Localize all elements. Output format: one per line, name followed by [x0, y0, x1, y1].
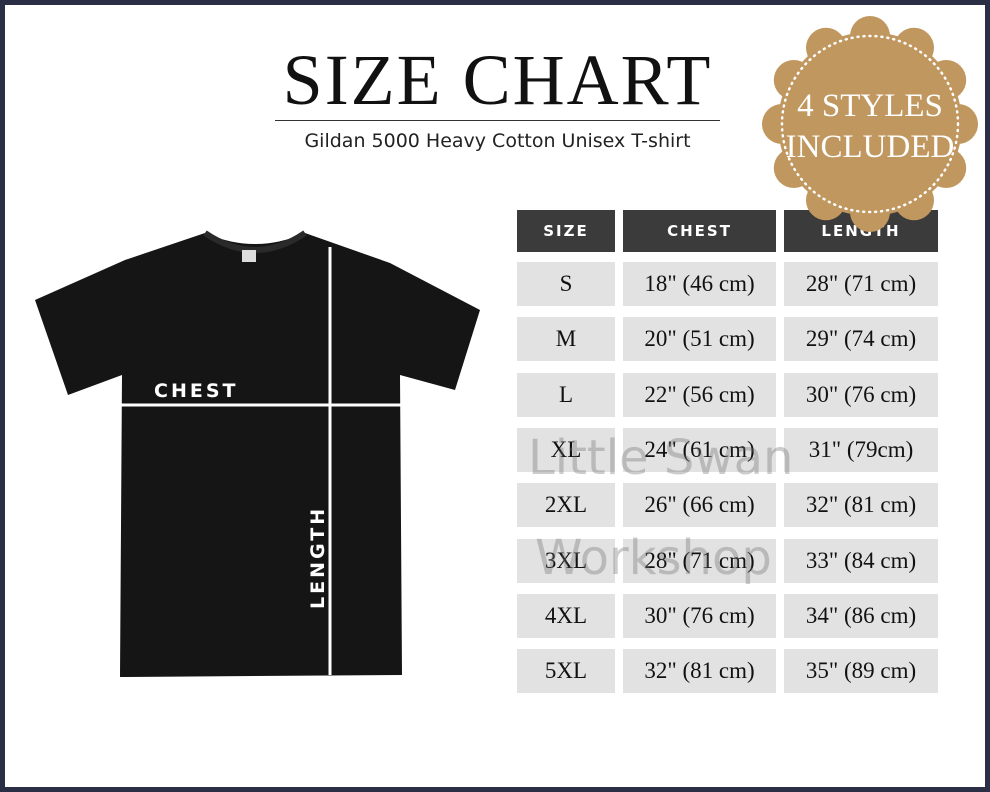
table-cell: 28" (71 cm) [623, 538, 776, 583]
table-cell: 18" (46 cm) [623, 262, 776, 306]
table-cell: 32" (81 cm) [623, 649, 776, 694]
table-cell: 5XL [517, 649, 615, 694]
length-label: LENGTH [307, 505, 329, 609]
table-cell: 2XL [517, 483, 615, 528]
badge-line1: 4 STYLES [797, 88, 943, 124]
subtitle: Gildan 5000 Heavy Cotton Unisex T-shirt [304, 130, 691, 152]
table-cell: 29" (74 cm) [784, 317, 938, 362]
table-cell: 20" (51 cm) [623, 317, 776, 362]
badge-4-styles [762, 16, 978, 232]
table-cell: M [517, 317, 615, 362]
header-chest: CHEST [623, 210, 776, 252]
table-cell: 31" (79cm) [784, 427, 938, 472]
header-size: SIZE [517, 210, 615, 252]
table-cell: 34" (86 cm) [784, 593, 938, 638]
chest-label: CHEST [154, 380, 239, 402]
table-cell: 28" (71 cm) [784, 262, 938, 306]
table-cell: 22" (56 cm) [623, 372, 776, 417]
tshirt-image [35, 230, 480, 677]
title-divider [275, 120, 720, 121]
table-cell: 30" (76 cm) [623, 593, 776, 638]
table-cell: 35" (89 cm) [784, 649, 938, 694]
table-cell: 26" (66 cm) [623, 483, 776, 528]
table-cell: 32" (81 cm) [784, 483, 938, 528]
table-cell: 3XL [517, 538, 615, 583]
badge-line2: INCLUDED [785, 129, 955, 165]
table-cell: S [517, 262, 615, 306]
table-cell: L [517, 372, 615, 417]
page-title: SIZE CHART [282, 40, 713, 120]
table-cell: XL [517, 427, 615, 472]
table-cell: 33" (84 cm) [784, 538, 938, 583]
table-cell: 4XL [517, 593, 615, 638]
table-cell: 24" (61 cm) [623, 427, 776, 472]
table-cell: 30" (76 cm) [784, 372, 938, 417]
